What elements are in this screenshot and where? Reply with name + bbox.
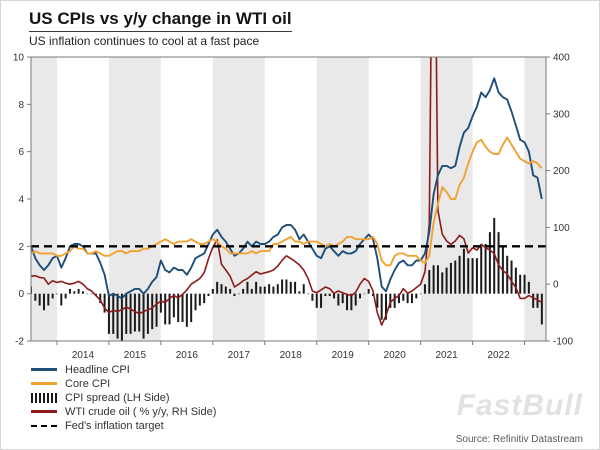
svg-text:100: 100 xyxy=(553,223,570,234)
svg-text:6: 6 xyxy=(18,147,24,158)
svg-text:2: 2 xyxy=(18,242,24,253)
svg-text:2021: 2021 xyxy=(435,350,458,361)
svg-text:2014: 2014 xyxy=(72,350,95,361)
svg-text:400: 400 xyxy=(553,53,570,64)
line-swatch-icon xyxy=(31,410,57,413)
chart-canvas: -2 0 2 4 6 8 10 -100 0 100 200 300 400 2014 2015 2016 20… xyxy=(13,53,574,362)
line-swatch-icon xyxy=(31,382,57,385)
chart-subtitle: US inflation continues to cool at a fast… xyxy=(29,34,260,48)
source-attribution: Source: Refinitiv Datastream xyxy=(455,434,583,445)
svg-text:2020: 2020 xyxy=(384,350,407,361)
legend-label: Headline CPI xyxy=(65,363,130,376)
svg-text:200: 200 xyxy=(553,166,570,177)
svg-text:8: 8 xyxy=(18,100,24,111)
svg-text:2016: 2016 xyxy=(176,350,199,361)
page-title: US CPIs vs y/y change in WTI oil xyxy=(29,9,292,32)
legend-item: Core CPI xyxy=(31,377,216,390)
bars-swatch-icon xyxy=(31,392,57,403)
svg-text:4: 4 xyxy=(18,195,24,206)
fastbull-watermark: FastBull xyxy=(456,389,583,422)
svg-text:2015: 2015 xyxy=(124,350,147,361)
legend-item: Fed's inflation target xyxy=(31,419,216,432)
svg-text:300: 300 xyxy=(553,109,570,120)
legend-item: CPI spread (LH Side) xyxy=(31,391,216,404)
legend-label: Core CPI xyxy=(65,377,111,390)
legend-label: CPI spread (LH Side) xyxy=(65,391,170,404)
legend-label: Fed's inflation target xyxy=(65,419,164,432)
svg-text:2022: 2022 xyxy=(487,350,510,361)
svg-text:-100: -100 xyxy=(553,337,573,348)
svg-text:-2: -2 xyxy=(15,337,24,348)
legend-item: WTI crude oil ( % y/y, RH Side) xyxy=(31,405,216,418)
svg-text:10: 10 xyxy=(13,53,25,64)
svg-text:2017: 2017 xyxy=(228,350,251,361)
svg-text:2018: 2018 xyxy=(280,350,303,361)
svg-text:0: 0 xyxy=(553,280,559,291)
legend-label: WTI crude oil ( % y/y, RH Side) xyxy=(65,405,217,418)
dashed-swatch-icon xyxy=(31,424,57,427)
svg-text:2019: 2019 xyxy=(332,350,355,361)
line-swatch-icon xyxy=(31,368,57,371)
svg-text:0: 0 xyxy=(18,289,24,300)
legend-item: Headline CPI xyxy=(31,363,216,376)
chart-legend: Headline CPI Core CPI CPI spread (LH Side)… xyxy=(31,363,216,432)
